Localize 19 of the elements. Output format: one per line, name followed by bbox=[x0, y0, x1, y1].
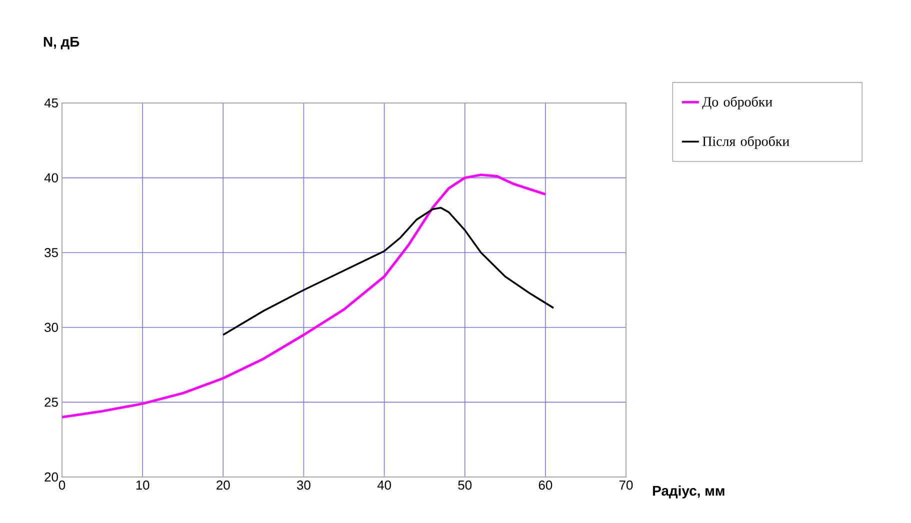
legend-label: До обробки bbox=[702, 96, 772, 110]
x-tick-label: 60 bbox=[538, 480, 552, 490]
x-tick-label: 30 bbox=[297, 480, 310, 490]
y-tick-label: 30 bbox=[44, 322, 58, 332]
x-axis-title: Радіус, мм bbox=[653, 485, 724, 498]
y-tick-label: 35 bbox=[44, 248, 58, 258]
x-tick-label: 70 bbox=[619, 480, 633, 490]
x-tick-label: 40 bbox=[377, 480, 391, 490]
x-tick-label: 0 bbox=[58, 480, 66, 490]
legend-label: Після обробки bbox=[702, 136, 790, 149]
x-tick-label: 10 bbox=[136, 480, 150, 490]
x-tick-label: 50 bbox=[458, 480, 472, 490]
y-tick-label: 45 bbox=[44, 98, 58, 108]
y-tick-label: 40 bbox=[44, 173, 58, 182]
x-tick-label: 20 bbox=[216, 480, 230, 490]
line-series bbox=[62, 174, 547, 418]
y-tick-label: 25 bbox=[44, 398, 58, 407]
y-axis-title: N, дБ bbox=[44, 36, 80, 50]
y-tick-label: 20 bbox=[44, 472, 58, 482]
